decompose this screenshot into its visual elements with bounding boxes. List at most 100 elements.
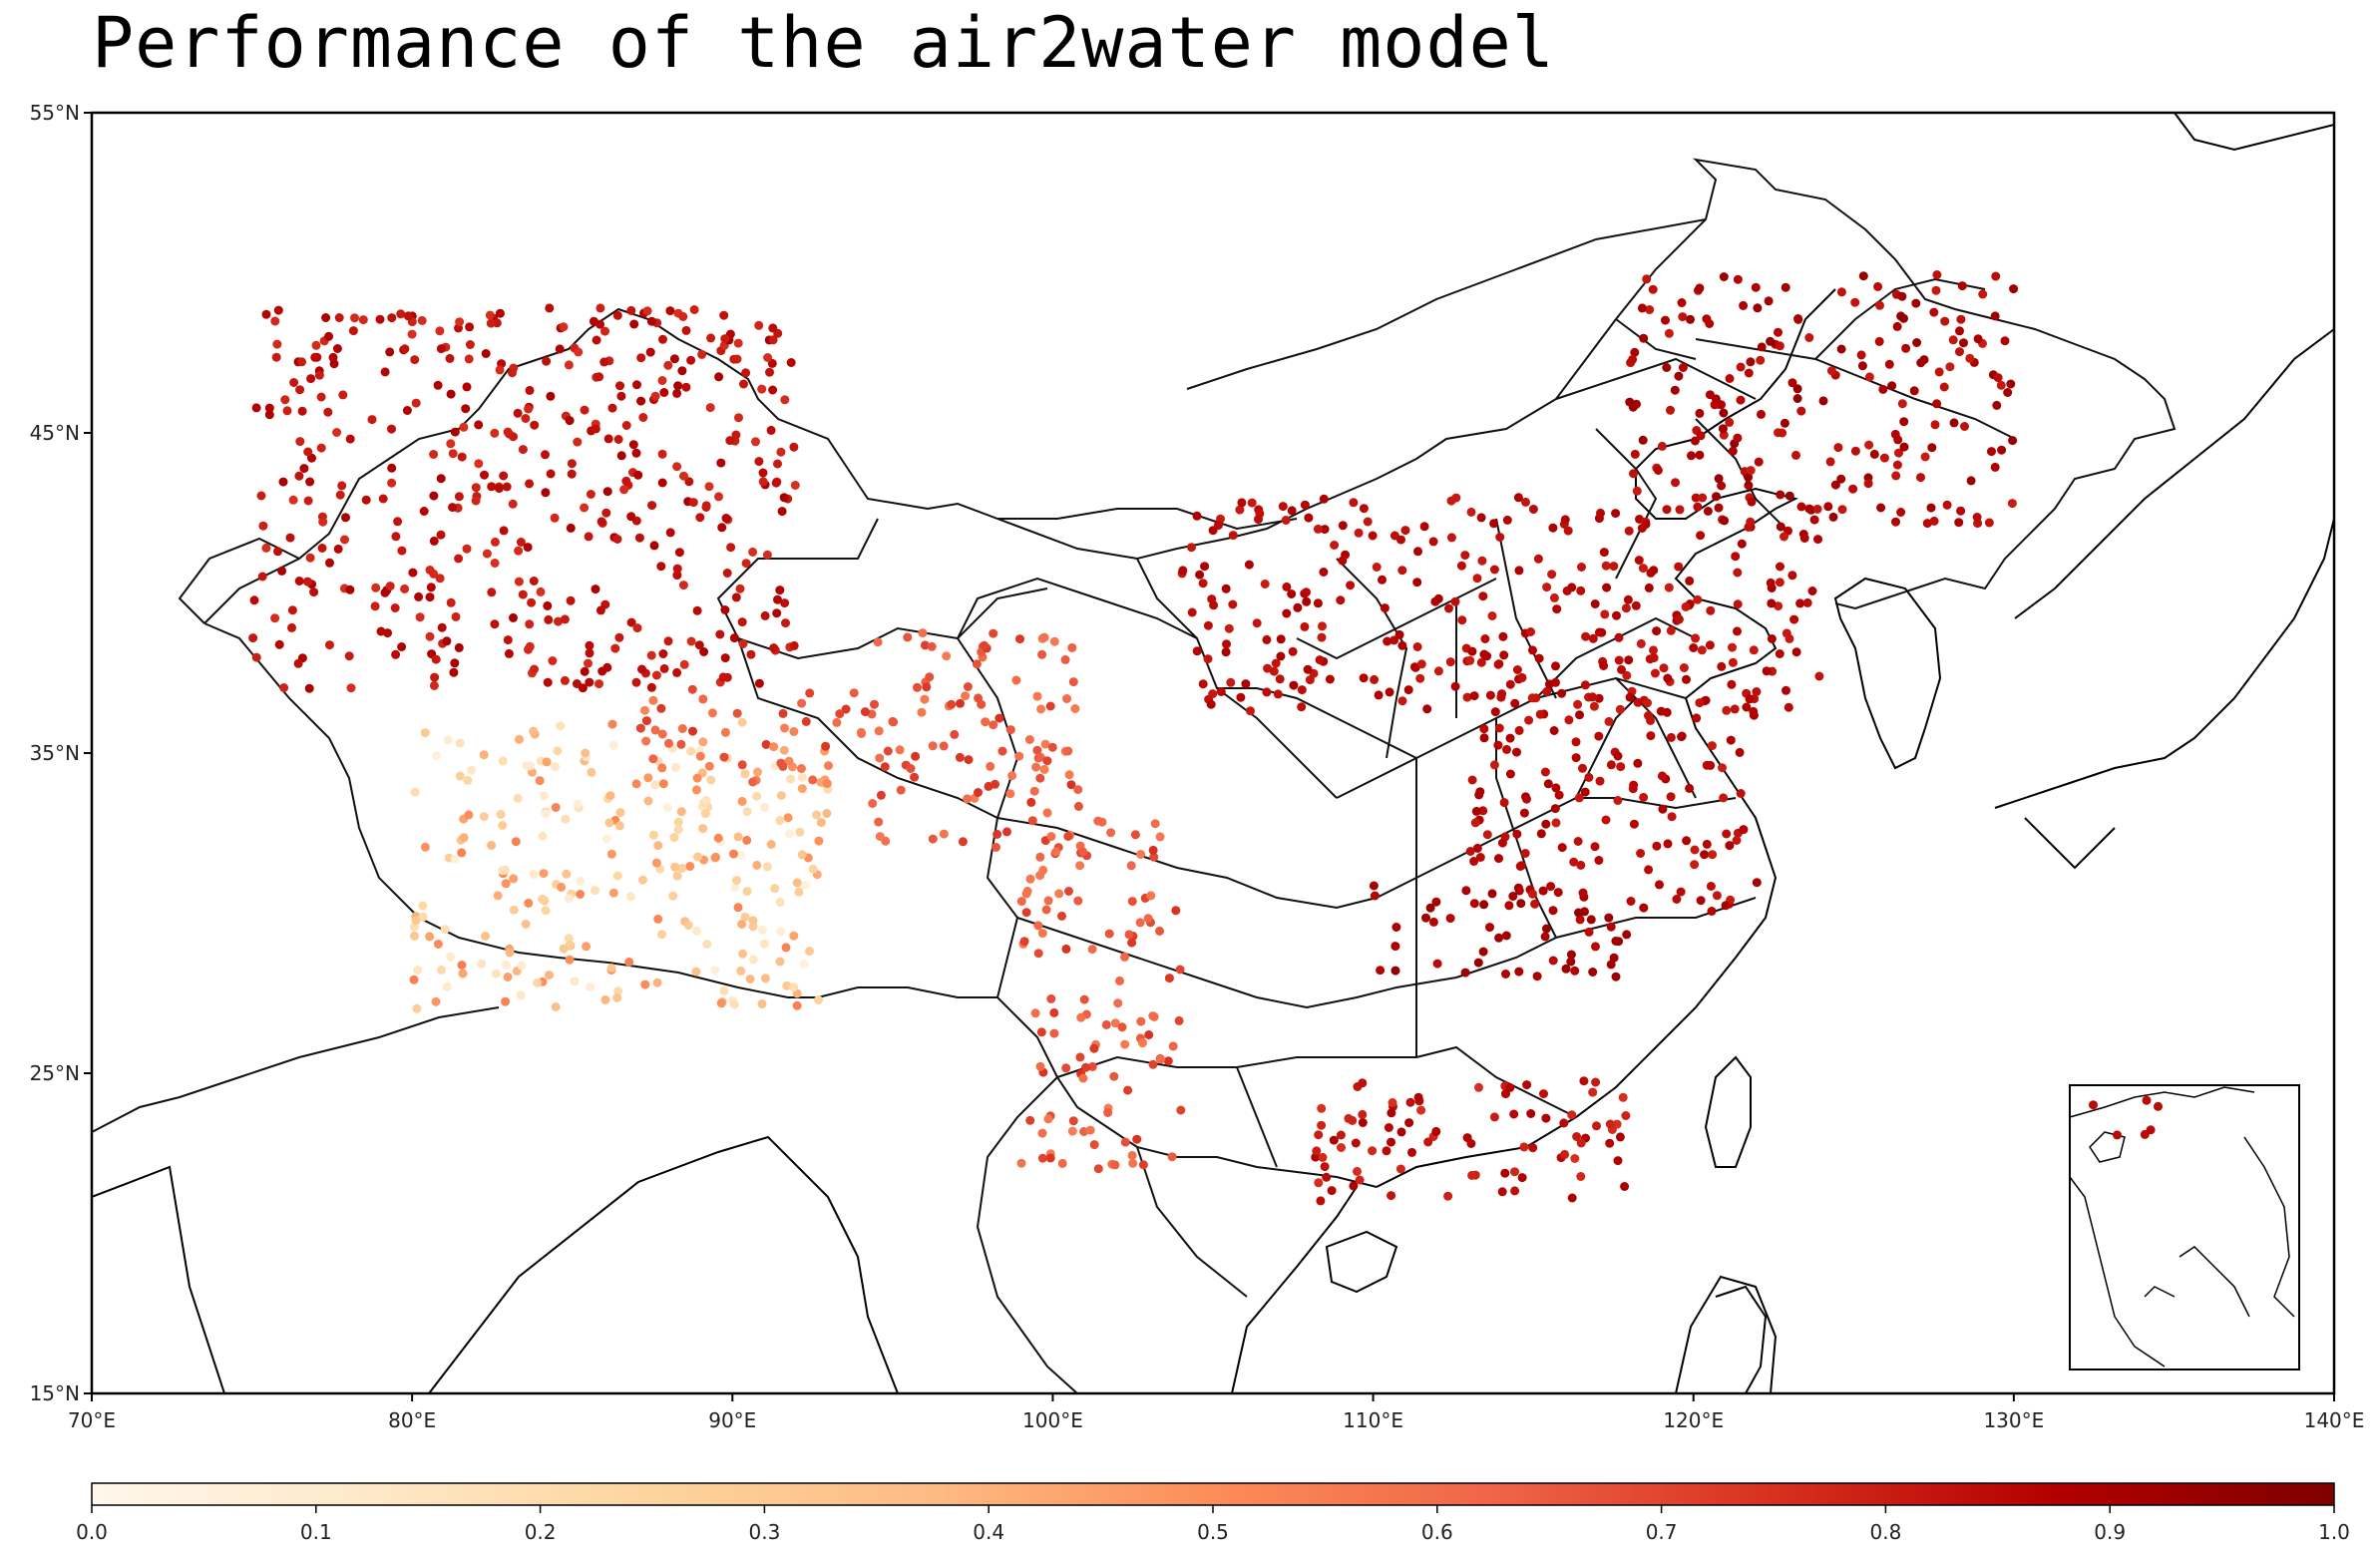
province-border [1296,578,1497,660]
station-point [1576,1138,1586,1148]
station-point [913,682,922,692]
station-point [1705,390,1715,400]
station-point [1276,634,1286,644]
station-point [345,434,355,444]
station-point [425,566,435,575]
station-point [1746,466,1756,476]
station-point [450,427,460,437]
station-point [640,979,650,989]
station-point [656,562,666,572]
station-point [777,507,787,517]
station-point [742,835,752,845]
station-point [1389,635,1399,645]
station-point [561,814,571,824]
station-point [1575,915,1585,925]
station-point [1617,664,1626,674]
station-point [580,503,590,513]
station-point [1749,645,1759,655]
station-point [1533,554,1543,564]
station-point [1932,399,1942,409]
station-point [737,796,747,806]
station-point [1725,841,1735,851]
station-point [273,305,283,315]
russia-far-east-coast [2014,328,2334,619]
station-point [1198,579,1208,588]
station-point [1148,845,1158,855]
station-point [1893,435,1903,445]
station-point [1128,1158,1138,1168]
station-point [1540,767,1550,777]
station-point [1354,528,1364,538]
station-point [465,340,475,349]
station-point [1397,640,1407,650]
station-point [1045,1153,1055,1163]
station-point [1751,282,1761,292]
station-point [608,740,618,750]
station-point [566,523,576,533]
station-point [720,605,730,614]
station-point [1695,283,1705,293]
station-point [1040,739,1050,749]
station-point [1527,693,1537,703]
station-point [677,864,687,873]
station-point [992,829,1002,839]
station-point [716,998,726,1008]
station-point [1622,930,1632,940]
station-point [324,331,334,341]
station-point [397,546,407,556]
station-point [599,357,609,367]
station-point [584,658,593,668]
station-point [615,808,625,818]
station-point [766,840,776,849]
station-point [1106,828,1116,838]
station-point [880,762,890,772]
station-point [1541,819,1551,829]
station-point [783,813,793,823]
station-point [911,751,921,761]
station-point [1591,1077,1601,1087]
station-point [410,787,420,797]
station-point [1972,513,1982,522]
province-border [737,626,1019,998]
station-point [713,833,723,843]
station-point [1541,924,1551,934]
latitude-tick-label: 15°N [30,1381,80,1405]
station-point [1566,950,1576,960]
station-point [529,870,539,880]
station-point [410,931,419,941]
station-point [1508,892,1518,901]
station-point [287,605,297,615]
station-point [595,303,605,313]
station-point [706,775,716,785]
station-point [641,736,651,746]
station-point [1469,691,1479,701]
station-point [1316,1196,1326,1206]
station-point [770,884,780,894]
inset-station-point [2154,1101,2163,1111]
station-point [1945,362,1955,372]
station-point [1273,689,1283,699]
station-point [659,388,669,397]
station-point [1590,842,1600,852]
station-point [1432,959,1442,969]
station-point [1707,741,1717,751]
station-point [1987,447,1996,457]
station-point [686,636,696,646]
station-point [553,746,563,756]
station-point [1061,944,1071,954]
province-border [1615,677,1697,799]
station-point [1164,974,1174,983]
station-point [1836,287,1846,297]
station-point [1027,816,1037,826]
station-point [1780,418,1789,428]
station-point [454,492,464,502]
latitude-tick-label: 35°N [30,741,80,765]
station-point [733,903,743,913]
station-point [495,308,505,318]
station-point [278,477,288,487]
station-point [874,817,884,827]
station-point [1864,372,1874,382]
station-point [1706,882,1716,891]
borders [92,158,2177,1393]
station-point [1304,513,1314,523]
